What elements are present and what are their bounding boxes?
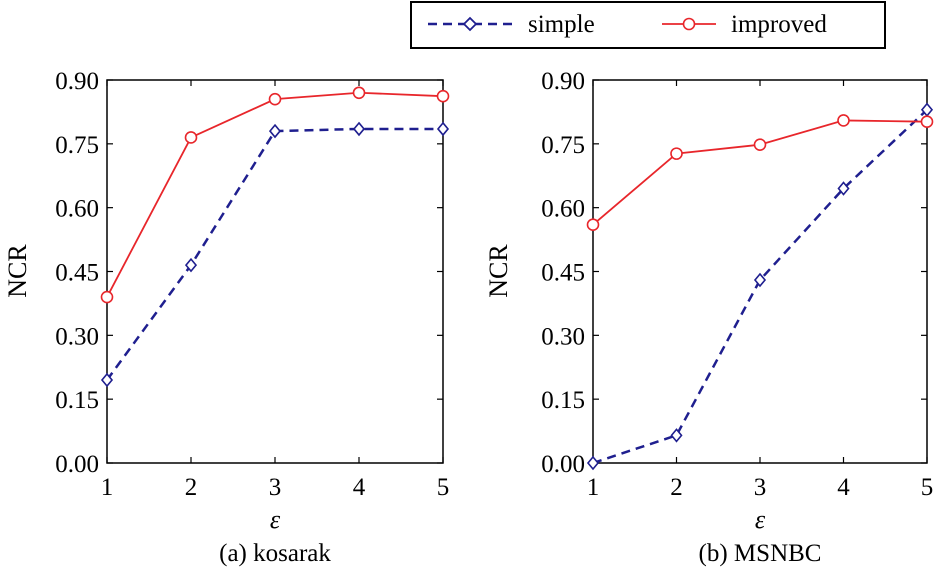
- data-point-simple: [753, 272, 767, 288]
- data-point-simple: [586, 455, 600, 471]
- data-point-improved: [100, 290, 114, 304]
- legend-simple-marker: [462, 16, 478, 32]
- legend-simple-label: simple: [528, 11, 595, 38]
- y-axis-label: NCR: [3, 244, 32, 298]
- y-tick-label: 0.45: [55, 260, 99, 287]
- legend: simple improved: [410, 1, 886, 49]
- x-axis-ticks: 1 2 3 4 5: [587, 80, 934, 501]
- plot-frame: [592, 79, 928, 464]
- x-tick-label: 5: [921, 474, 934, 501]
- data-point-improved: [670, 147, 683, 160]
- series-layer: [586, 102, 934, 471]
- x-axis-label: ε: [270, 505, 281, 534]
- chart-panel-msnbc: 0.00 0.15 0.30 0.45 0.60 0.75 0.90 1 2 3 4 5 NCR ε…: [484, 68, 934, 567]
- data-point-improved: [184, 131, 198, 144]
- data-point-simple: [184, 257, 198, 273]
- data-point-simple: [352, 121, 366, 137]
- x-axis-label: ε: [755, 505, 766, 534]
- y-tick-label: 0.00: [541, 451, 585, 478]
- y-tick-label: 0.60: [55, 196, 99, 223]
- series-layer: [100, 86, 450, 388]
- x-tick-label: 5: [437, 474, 450, 501]
- y-tick-label: 0.45: [541, 260, 585, 287]
- series-line-improved: [592, 119, 928, 226]
- y-tick-label: 0.60: [541, 196, 585, 223]
- y-tick-label: 0.75: [55, 132, 99, 159]
- y-axis-ticks: 0.00 0.15 0.30 0.45 0.60 0.75 0.90: [55, 68, 443, 478]
- x-tick-label: 1: [587, 474, 600, 501]
- data-point-improved: [753, 138, 767, 151]
- y-tick-label: 0.15: [541, 387, 585, 414]
- data-point-improved: [920, 115, 934, 129]
- y-tick-label: 0.15: [55, 387, 99, 414]
- data-point-improved: [268, 92, 282, 106]
- y-tick-label: 0.00: [55, 451, 99, 478]
- x-tick-label: 3: [269, 474, 282, 501]
- data-point-improved: [837, 114, 850, 127]
- x-tick-label: 2: [185, 474, 198, 501]
- panel-caption: (b) MSNBC: [699, 540, 822, 567]
- series-line-simple: [105, 127, 443, 381]
- data-point-simple: [670, 428, 683, 443]
- y-tick-label: 0.75: [541, 132, 585, 159]
- x-axis-ticks: 1 2 3 4 5: [101, 80, 450, 501]
- y-tick-label: 0.30: [541, 323, 585, 350]
- x-tick-label: 1: [101, 474, 114, 501]
- data-point-simple: [268, 123, 282, 139]
- y-tick-label: 0.30: [55, 323, 99, 350]
- data-point-improved: [352, 86, 366, 100]
- x-tick-label: 3: [754, 474, 767, 501]
- x-tick-label: 2: [670, 474, 683, 501]
- data-point-improved: [436, 89, 450, 103]
- chart-panel-kosarak: 0.00 0.15 0.30 0.45 0.60 0.75 0.90 1 2 3 4 5 NCR ε…: [3, 68, 450, 567]
- data-point-simple: [436, 121, 450, 137]
- y-axis-label: NCR: [484, 244, 513, 298]
- legend-improved-marker: [682, 17, 696, 31]
- y-tick-label: 0.90: [541, 68, 585, 95]
- panel-caption: (a) kosarak: [219, 540, 331, 567]
- x-tick-label: 4: [353, 474, 366, 501]
- x-tick-label: 4: [837, 474, 850, 501]
- legend-improved-label: improved: [731, 11, 827, 38]
- data-point-simple: [837, 181, 850, 196]
- y-tick-label: 0.90: [55, 68, 99, 95]
- y-axis-ticks: 0.00 0.15 0.30 0.45 0.60 0.75 0.90: [541, 68, 927, 478]
- series-line-simple: [592, 108, 928, 465]
- data-point-improved: [586, 218, 600, 231]
- series-line-improved: [106, 91, 444, 298]
- data-point-simple: [100, 372, 114, 388]
